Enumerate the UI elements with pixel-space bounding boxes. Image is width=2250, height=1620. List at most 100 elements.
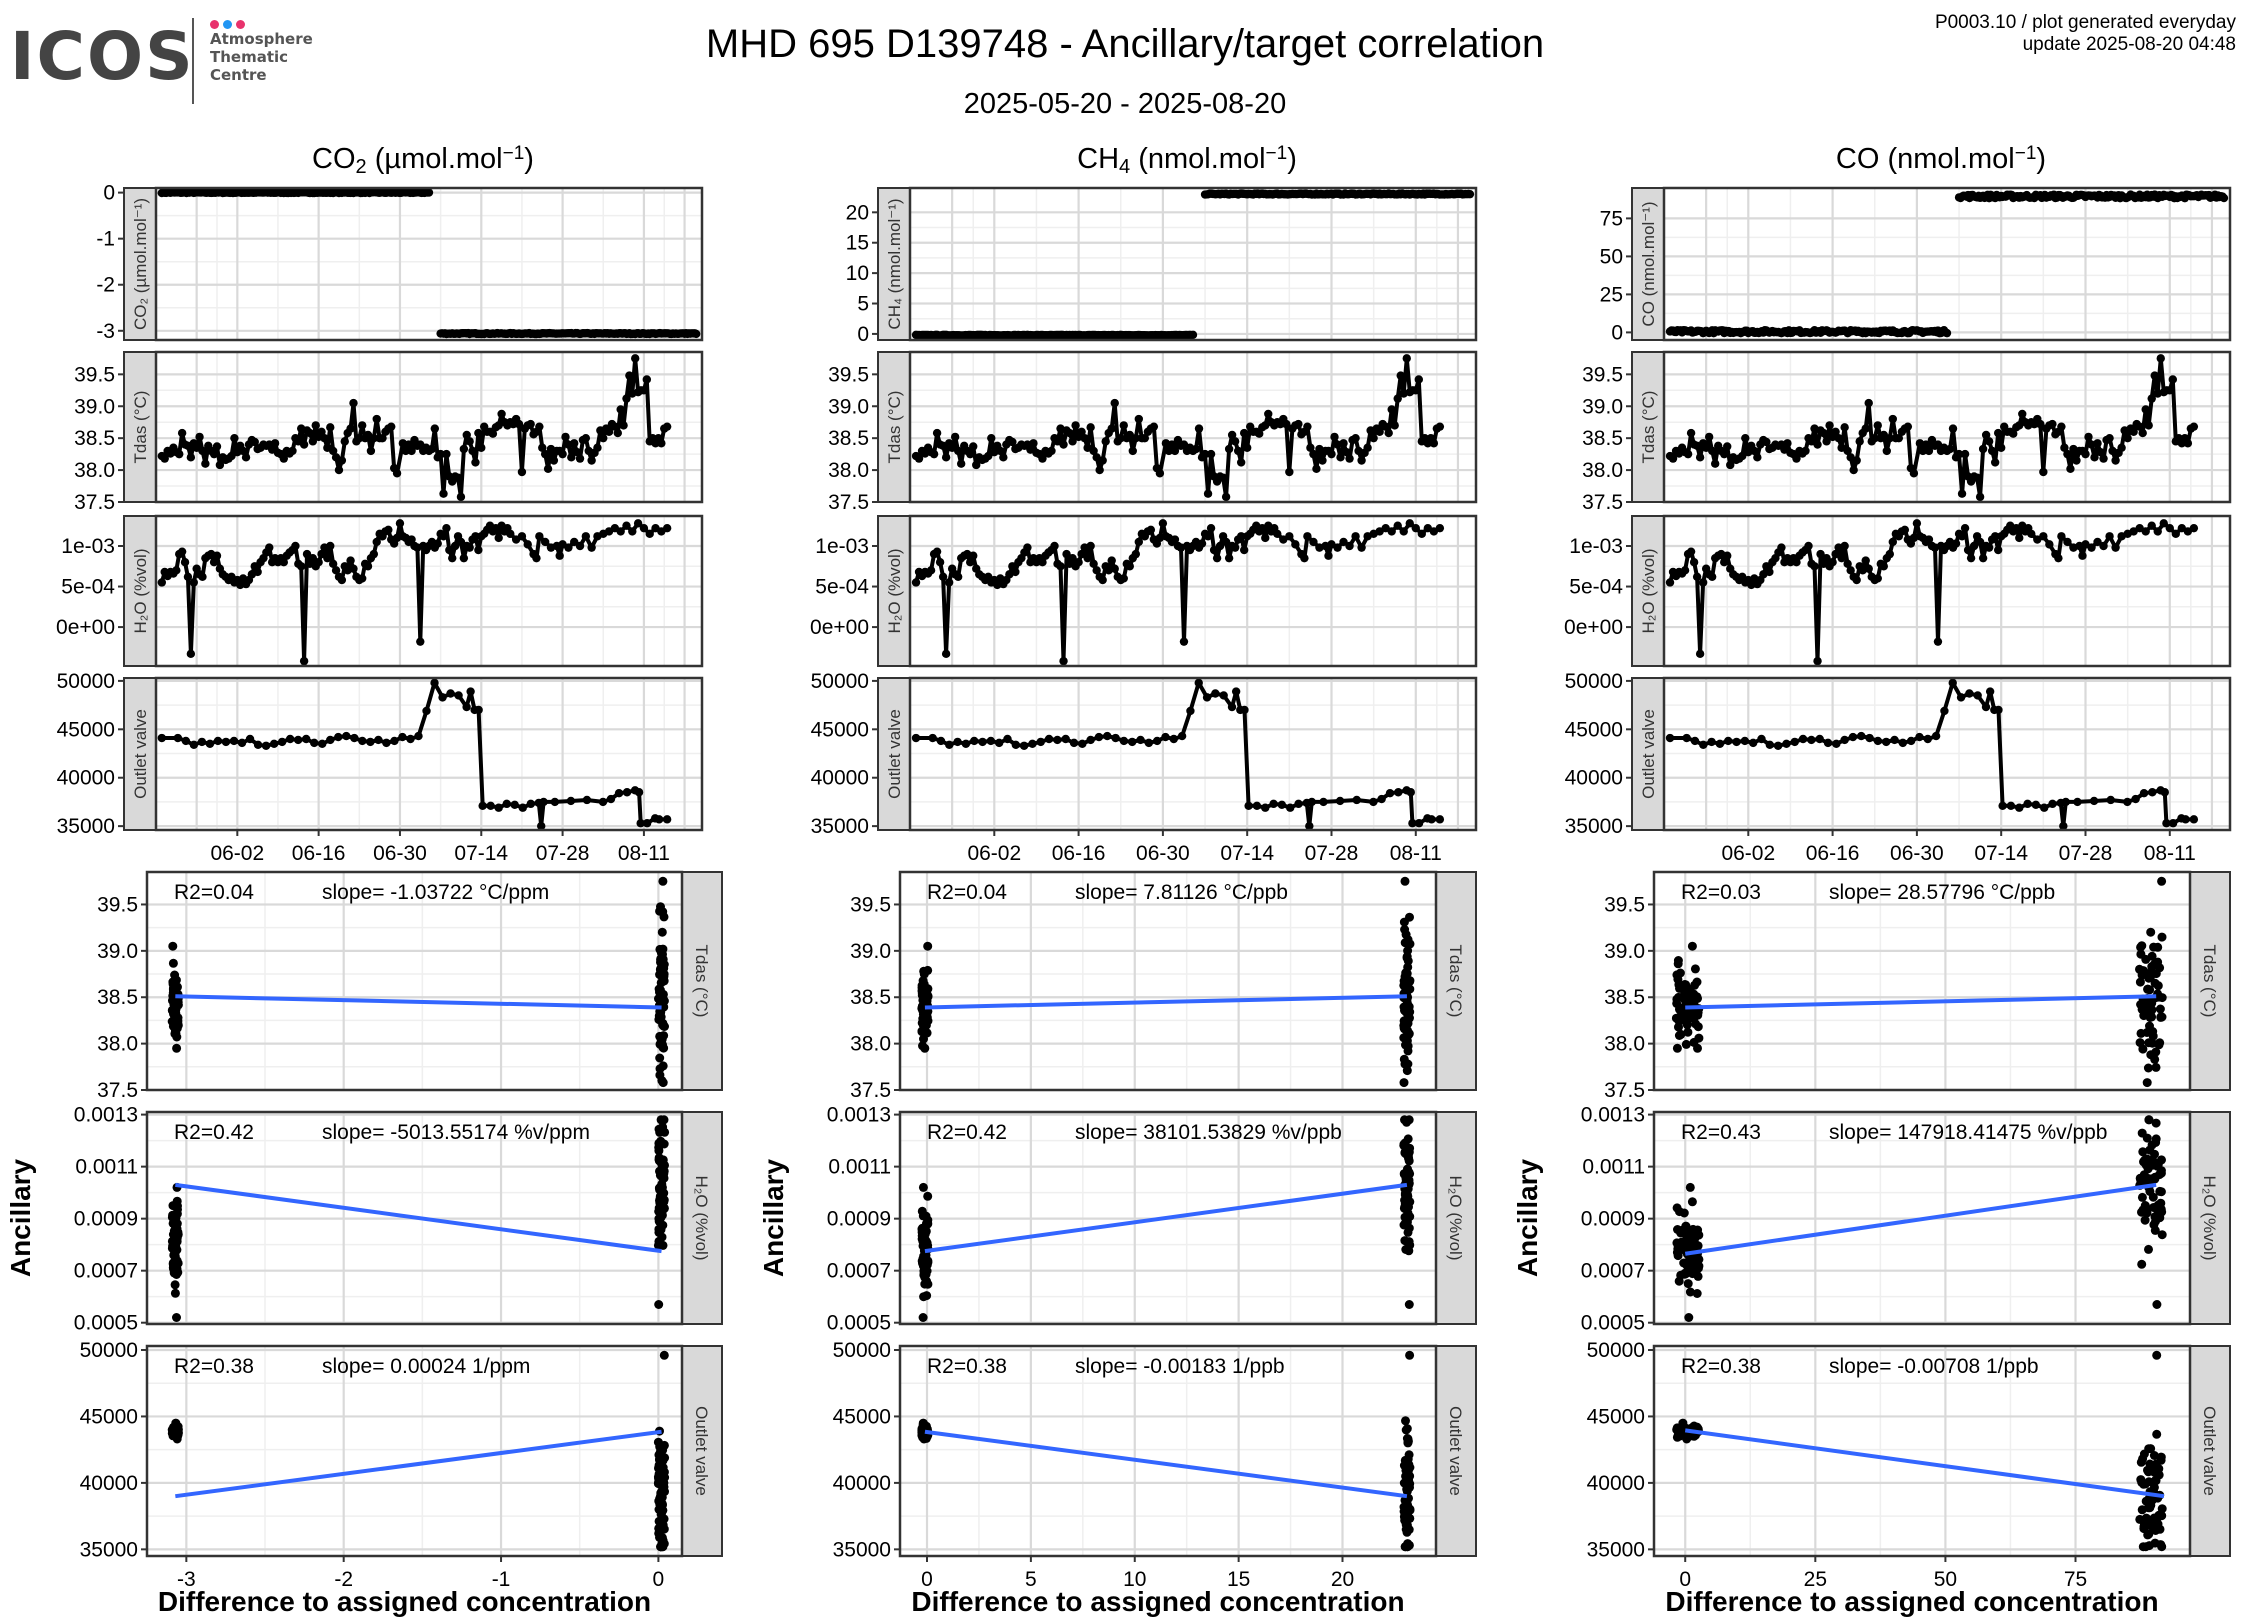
y-tick-label: 39.0 [97, 940, 138, 963]
data-point [1864, 564, 1873, 573]
y-tick-label: 50000 [57, 670, 115, 693]
scatter-point [2153, 1519, 2163, 1529]
data-point [2138, 428, 2147, 438]
facet-strip [681, 1111, 723, 1325]
data-point [358, 421, 367, 430]
timeseries-panel-co-target: CO (nmol.mol⁻¹) 0 25 50 75 [1600, 186, 2232, 344]
data-point [1753, 453, 1762, 462]
data-point [1861, 556, 1870, 565]
y-tick-label: 45000 [833, 1405, 891, 1428]
facet-strip-label: Tdas (°C) [131, 391, 150, 464]
data-point [1318, 456, 1327, 465]
data-point [1227, 702, 1237, 712]
data-point [1834, 433, 1843, 443]
data-point [2162, 819, 2171, 828]
data-point [1987, 446, 1997, 456]
scatter-point [1685, 1287, 1695, 1297]
data-point [540, 449, 550, 459]
data-point [407, 535, 416, 544]
data-point [160, 454, 169, 463]
data-point [288, 446, 297, 456]
scatter-point [1404, 1006, 1414, 1016]
slope-annotation: slope= -0.00708 1/ppb [1829, 1355, 2039, 1378]
data-point [1726, 460, 1735, 470]
data-point [581, 532, 591, 541]
logo-dot-2 [223, 20, 232, 29]
data-point [587, 456, 596, 465]
scatter-point [1402, 1486, 1412, 1496]
data-point [1912, 519, 1922, 528]
data-point [279, 454, 288, 463]
x-tick-label: 06-02 [1721, 842, 1775, 865]
scatter-point [1403, 1461, 1413, 1470]
scatter-point [919, 1258, 929, 1268]
data-point [1931, 731, 1941, 741]
data-point [1107, 424, 1116, 433]
panel-border [1652, 870, 2192, 1092]
y-tick-label: 50 [1600, 245, 1623, 268]
x-tick-label: 0 [653, 1568, 665, 1591]
logo-separator [192, 18, 194, 104]
facet-strip-label: Outlet valve [1639, 709, 1658, 799]
scatter-point [2147, 1005, 2157, 1015]
data-point [355, 433, 364, 443]
data-point [1095, 465, 1104, 475]
data-point [1864, 398, 1873, 408]
data-point [1038, 454, 1047, 463]
x-tick-label: 07-14 [454, 842, 508, 865]
scatter-point [170, 970, 180, 980]
data-point [599, 433, 608, 443]
data-point [1882, 446, 1891, 456]
scatter-point [1403, 946, 1413, 956]
data-point [1300, 553, 1309, 563]
column-title-ch4: CH4 (nmol.mol−1) [1077, 143, 1297, 178]
scatter-point [2137, 1192, 2147, 1202]
y-tick-label: -3 [96, 320, 115, 343]
scatter-point [1405, 912, 1414, 922]
data-point [213, 736, 223, 746]
data-point [1984, 437, 1994, 446]
logo-dot-3 [236, 20, 245, 29]
data-point [205, 739, 215, 749]
data-point [1086, 735, 1095, 745]
scatter-point [1675, 1005, 1685, 1015]
y-axis-title: Ancillary [758, 1158, 789, 1277]
facet-strip-label: CH₄ (nmol.mol⁻¹) [885, 198, 904, 329]
scatter-point [168, 1210, 178, 1220]
data-point [1230, 437, 1240, 446]
data-point [454, 691, 463, 700]
data-point [1417, 529, 1427, 539]
data-point [564, 543, 573, 552]
x-tick-label: 15 [1227, 1568, 1250, 1591]
data-point [488, 429, 498, 438]
data-point [1169, 734, 1178, 744]
data-point [642, 375, 652, 384]
scatter-point [2136, 1000, 2146, 1009]
data-point [2057, 422, 2066, 431]
facet-strip [877, 187, 911, 341]
column-title-co: CO (nmol.mol−1) [1836, 143, 2046, 175]
scatter-point [2136, 942, 2146, 952]
data-point [1333, 543, 1342, 552]
data-point [1215, 541, 1225, 551]
data-point [395, 519, 405, 528]
data-point [1704, 432, 1714, 442]
data-point [2123, 797, 2132, 807]
data-point [453, 473, 463, 482]
scatter-point [173, 1201, 182, 1211]
y-tick-label: 38.5 [74, 427, 115, 450]
y-tick-label: 0.0011 [828, 1156, 891, 1179]
panel-border [1662, 676, 2232, 832]
scatter-point [922, 1291, 932, 1301]
scatter-point [1693, 1022, 1703, 1032]
data-point [614, 789, 624, 798]
y-tick-label: 1e-03 [1569, 535, 1623, 558]
scatter-point [171, 1254, 180, 1264]
y-tick-label: 37.5 [850, 1079, 891, 1102]
data-point [1665, 578, 1675, 587]
scatter-point [1673, 959, 1683, 969]
data-point [662, 422, 672, 431]
data-point [349, 398, 358, 408]
facet-strip [1631, 351, 1665, 503]
scatter-point [654, 1516, 664, 1526]
